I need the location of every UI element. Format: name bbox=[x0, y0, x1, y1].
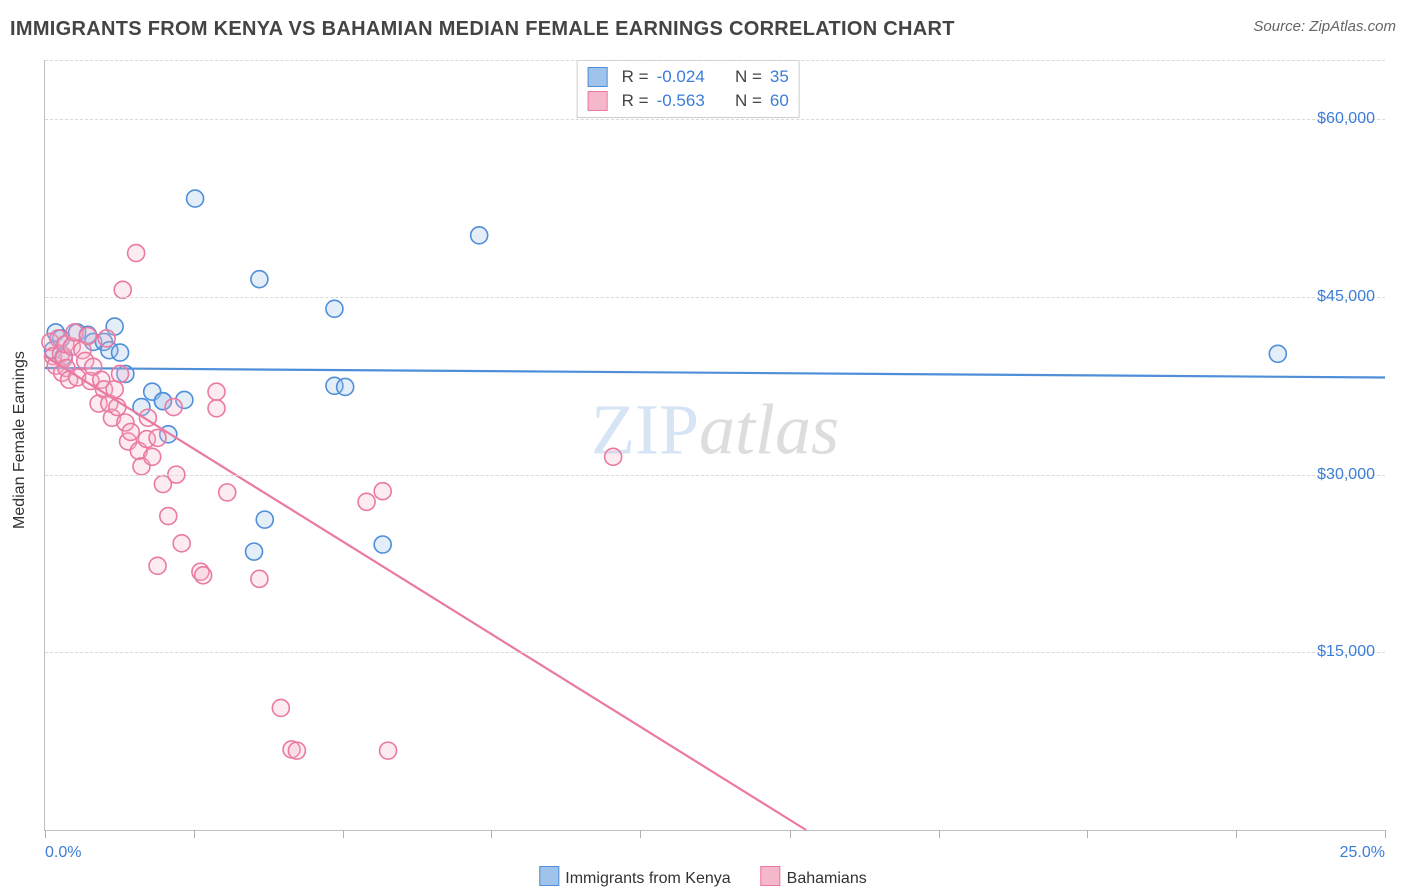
legend-bottom: Immigrants from Kenya Bahamians bbox=[539, 866, 866, 888]
legend-item-bahamians: Bahamians bbox=[761, 866, 867, 888]
data-point-bahamians bbox=[195, 567, 212, 584]
legend-item-kenya: Immigrants from Kenya bbox=[539, 866, 730, 888]
legend-swatch-bahamians bbox=[761, 866, 781, 886]
data-point-bahamians bbox=[380, 742, 397, 759]
data-point-bahamians bbox=[149, 557, 166, 574]
data-point-kenya bbox=[471, 227, 488, 244]
data-point-bahamians bbox=[114, 281, 131, 298]
swatch-kenya bbox=[588, 67, 608, 87]
legend-label-kenya: Immigrants from Kenya bbox=[565, 870, 730, 887]
trendline-kenya bbox=[45, 368, 1385, 377]
data-point-bahamians bbox=[605, 448, 622, 465]
data-point-kenya bbox=[112, 344, 129, 361]
data-point-bahamians bbox=[208, 400, 225, 417]
data-point-bahamians bbox=[144, 448, 161, 465]
x-tick-label-last: 25.0% bbox=[1340, 844, 1385, 862]
stat-row-bahamians: R = -0.563 N = 60 bbox=[588, 89, 789, 113]
chart-title: IMMIGRANTS FROM KENYA VS BAHAMIAN MEDIAN… bbox=[10, 18, 955, 40]
source-name: ZipAtlas.com bbox=[1309, 18, 1396, 35]
data-point-kenya bbox=[326, 300, 343, 317]
trendline-bahamians bbox=[45, 356, 806, 830]
data-point-bahamians bbox=[79, 328, 96, 345]
data-point-bahamians bbox=[251, 570, 268, 587]
data-point-kenya bbox=[187, 190, 204, 207]
scatter-svg bbox=[45, 60, 1385, 830]
x-tick-label-first: 0.0% bbox=[45, 844, 81, 862]
data-point-bahamians bbox=[160, 508, 177, 525]
data-point-bahamians bbox=[288, 742, 305, 759]
data-point-kenya bbox=[337, 378, 354, 395]
data-point-bahamians bbox=[219, 484, 236, 501]
data-point-bahamians bbox=[358, 493, 375, 510]
data-point-kenya bbox=[374, 536, 391, 553]
data-point-bahamians bbox=[98, 330, 115, 347]
data-point-bahamians bbox=[112, 365, 129, 382]
legend-swatch-kenya bbox=[539, 866, 559, 886]
data-point-bahamians bbox=[173, 535, 190, 552]
y-tick-label: $60,000 bbox=[1285, 110, 1375, 128]
data-point-bahamians bbox=[128, 245, 145, 262]
source-label: Source: bbox=[1253, 18, 1309, 35]
data-point-bahamians bbox=[122, 423, 139, 440]
data-point-bahamians bbox=[165, 399, 182, 416]
y-tick-label: $30,000 bbox=[1285, 466, 1375, 484]
data-point-bahamians bbox=[149, 429, 166, 446]
data-point-kenya bbox=[256, 511, 273, 528]
y-tick-label: $45,000 bbox=[1285, 288, 1375, 306]
y-tick-label: $15,000 bbox=[1285, 643, 1375, 661]
data-point-kenya bbox=[1269, 345, 1286, 362]
stat-row-kenya: R = -0.024 N = 35 bbox=[588, 65, 789, 89]
swatch-bahamians bbox=[588, 91, 608, 111]
correlation-stats-box: R = -0.024 N = 35R = -0.563 N = 60 bbox=[577, 60, 800, 118]
legend-label-bahamians: Bahamians bbox=[787, 870, 867, 887]
data-point-kenya bbox=[251, 271, 268, 288]
data-point-bahamians bbox=[272, 699, 289, 716]
data-point-bahamians bbox=[374, 483, 391, 500]
y-axis-title: Median Female Earnings bbox=[11, 351, 29, 529]
data-point-kenya bbox=[246, 543, 263, 560]
chart-plot-area: ZIPatlas R = -0.024 N = 35R = -0.563 N =… bbox=[44, 60, 1385, 831]
data-point-bahamians bbox=[208, 383, 225, 400]
